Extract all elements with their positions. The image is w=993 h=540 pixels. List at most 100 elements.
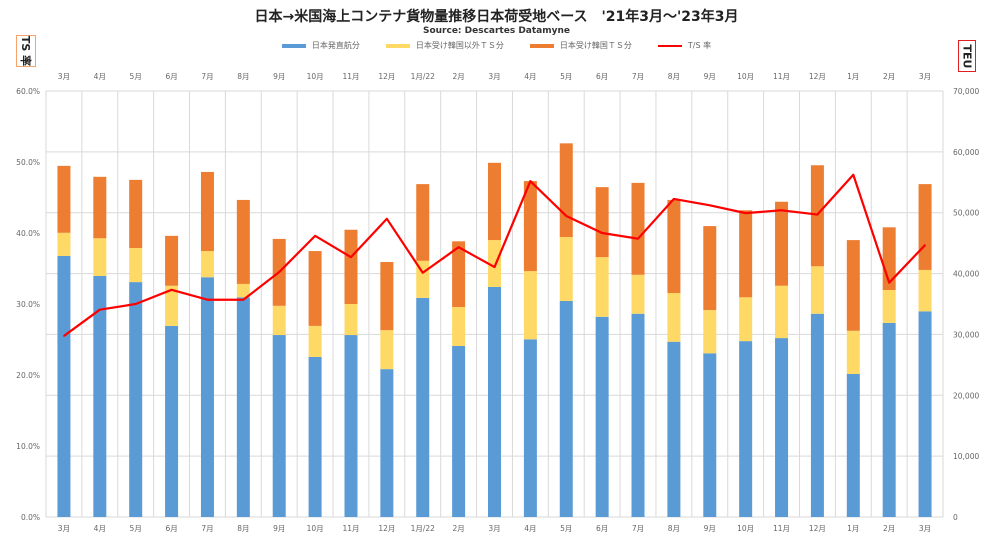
ts-rate-point [134,303,137,305]
bar-other-ts [129,248,143,283]
bar-korea-ts [810,165,824,267]
ts-rate-point [780,209,783,212]
bar-korea-ts [739,210,753,298]
legend-swatch-other-ts [385,43,410,48]
x-axis-top-tick-label: 9月 [704,72,716,81]
ts-rate-point [386,218,388,220]
x-axis-bottom-tick-label: 1月/22 [411,524,436,533]
legend: 日本発直航分 日本受け韓国以外ＴＳ分 日本受け韓国ＴＳ分 T/S 率 [0,40,993,51]
legend-item-direct: 日本発直航分 [281,40,360,51]
bar-korea-ts [595,187,609,258]
x-axis-bottom-tick-label: 7月 [632,524,644,533]
ts-rate-point [350,256,352,258]
ts-rate-point [206,298,209,301]
bar-korea-ts [344,229,358,304]
legend-swatch-direct [281,43,306,48]
x-axis-top-tick-label: 3月 [488,72,500,81]
x-axis-top-tick-label: 8月 [668,72,680,81]
bar-korea-ts [918,184,932,270]
left-axis-tick-label: 40.0% [16,229,40,238]
x-axis-bottom-tick-label: 5月 [560,524,572,533]
ts-rate-point [170,289,173,291]
bar-other-ts [846,330,860,374]
chart-subtitle: Source: Descartes Datamyne [422,26,571,36]
right-axis-tick-label: 60,000 [953,148,979,157]
ts-rate-point [708,204,711,207]
bar-direct [703,353,717,517]
x-axis-top-tick-label: 3月 [919,72,931,81]
x-axis-bottom-tick-label: 3月 [488,524,500,533]
ts-rate-point [99,308,101,311]
bar-korea-ts [165,235,179,286]
legend-swatch-ts-rate [657,44,682,47]
x-axis-bottom-tick-label: 2月 [452,524,464,533]
x-axis-top-tick-label: 8月 [237,72,249,81]
x-axis-bottom-tick-label: 4月 [94,524,106,533]
ts-rate-point [529,180,532,182]
bar-direct [810,313,824,517]
x-axis-top-tick-label: 12月 [378,72,395,81]
bar-korea-ts [380,262,394,331]
bar-direct [846,373,860,517]
x-axis-top-tick-label: 5月 [560,72,572,81]
x-axis-bottom-tick-label: 6月 [165,524,177,533]
bar-korea-ts [775,201,789,286]
bar-direct [488,286,501,517]
bar-direct [93,276,107,517]
x-axis-top-tick-label: 9月 [273,72,285,81]
bar-direct [918,311,932,517]
bar-direct [344,335,358,517]
legend-label-other-ts: 日本受け韓国以外ＴＳ分 [415,41,504,50]
bar-korea-ts [488,162,501,241]
bar-korea-ts [667,199,681,294]
bar-other-ts [308,325,322,357]
bar-korea-ts [57,165,71,233]
bar-other-ts [93,238,107,277]
right-axis-tick-label: 70,000 [953,87,979,96]
bar-direct [775,338,789,517]
x-axis-bottom-tick-label: 11月 [773,524,790,533]
x-axis-top-tick-label: 10月 [737,72,754,81]
legend-label-ts-rate: T/S 率 [687,41,712,50]
ts-rate-point [493,266,496,268]
ts-rate-point [816,213,819,216]
x-axis-top-tick-label: 7月 [201,72,213,81]
bar-direct [739,341,753,517]
x-axis-bottom-tick-label: 2月 [883,524,895,533]
legend-item-ts-rate: T/S 率 [657,40,712,51]
right-axis-tick-label: 30,000 [953,330,979,339]
bar-korea-ts [416,184,430,261]
x-axis-bottom-tick-label: 9月 [273,524,285,533]
right-axis-tick-label: 0 [953,513,958,522]
bar-korea-ts [846,240,860,331]
bar-direct [129,282,143,517]
left-axis-tick-label: 60.0% [16,87,40,96]
x-axis-bottom-tick-label: 12月 [809,524,826,533]
x-axis-bottom-tick-label: 3月 [58,524,70,533]
bar-direct [308,356,322,517]
x-axis-top-tick-label: 4月 [524,72,536,81]
legend-label-korea-ts: 日本受け韓国ＴＳ分 [559,41,632,50]
bar-direct [165,325,179,517]
bar-other-ts [882,290,896,323]
x-axis-top-tick-label: 5月 [130,72,142,81]
bar-korea-ts [236,199,250,284]
ts-rate-point [421,271,424,274]
bar-korea-ts [523,181,537,272]
bar-direct [236,297,250,517]
bar-other-ts [344,304,358,336]
bar-korea-ts [308,251,322,326]
x-axis-bottom-tick-label: 10月 [737,524,754,533]
bar-korea-ts [200,171,214,252]
x-axis-top-tick-label: 12月 [809,72,826,81]
ts-rate-point [565,215,568,217]
bar-other-ts [200,251,214,278]
x-axis-top-tick-label: 2月 [883,72,895,81]
bar-direct [380,369,394,517]
bar-direct [631,313,645,517]
bar-other-ts [595,257,609,317]
x-axis-bottom-tick-label: 12月 [378,524,395,533]
ts-rate-point [744,212,747,214]
legend-swatch-korea-ts [529,43,554,48]
